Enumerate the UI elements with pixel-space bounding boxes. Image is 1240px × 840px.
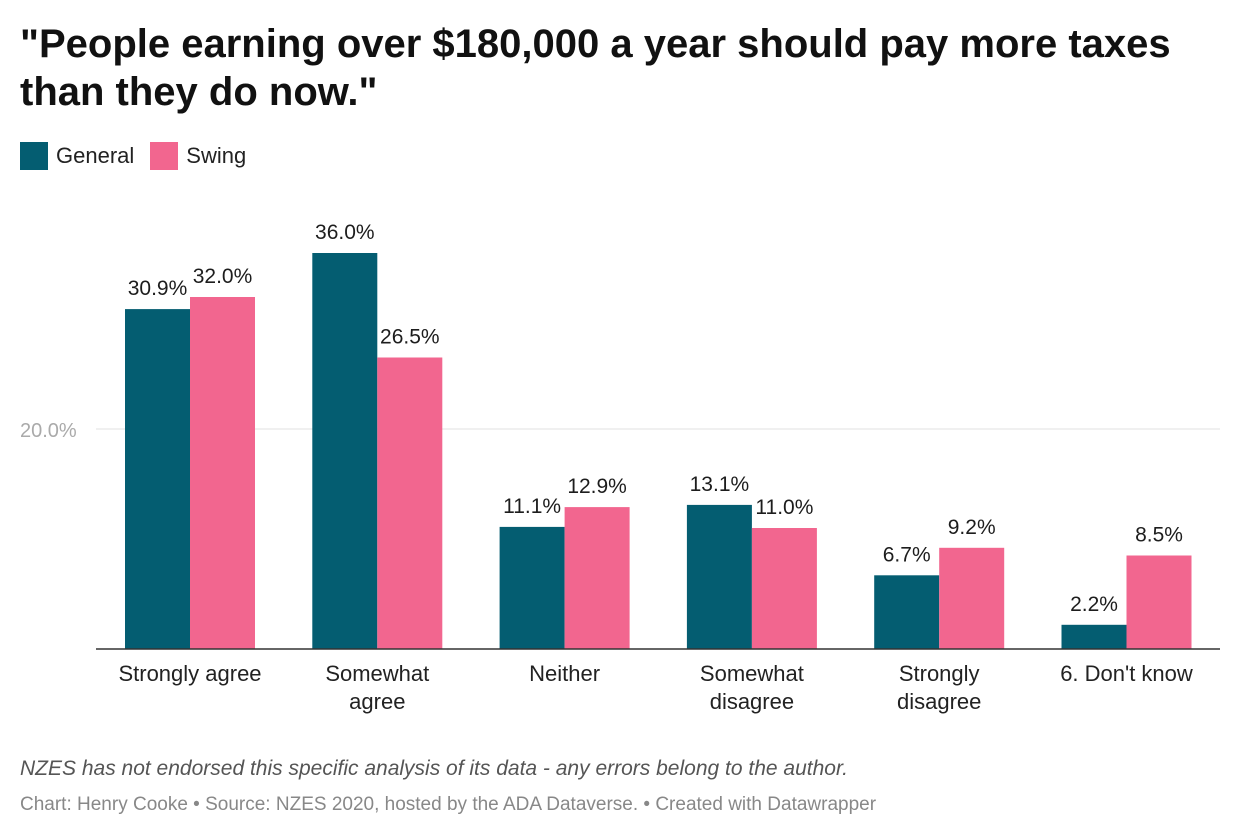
legend-label-general: General: [56, 143, 135, 168]
bar-general: [499, 526, 565, 649]
data-label: 11.1%: [503, 495, 561, 518]
legend-item-general: General: [20, 142, 134, 170]
x-tick-label: 6. Don't know: [1060, 661, 1193, 686]
data-label: 9.2%: [948, 516, 996, 539]
data-label: 11.0%: [755, 496, 813, 519]
x-tick-label: disagree: [897, 689, 981, 714]
legend: General Swing: [20, 142, 262, 170]
data-label: 8.5%: [1135, 524, 1183, 547]
data-label: 13.1%: [690, 473, 750, 496]
legend-swatch-swing: [150, 142, 179, 170]
bar-general: [1061, 624, 1127, 649]
x-tick-label: Somewhat: [325, 661, 429, 686]
data-label: 12.9%: [567, 475, 627, 498]
bar-swing: [1126, 555, 1192, 649]
x-tick-label: Strongly: [899, 661, 980, 686]
bar-swing: [751, 528, 817, 649]
chart-credits: Chart: Henry Cooke • Source: NZES 2020, …: [20, 794, 877, 815]
bar-general: [874, 575, 940, 649]
bar-swing: [564, 507, 630, 649]
chart-note: NZES has not endorsed this specific anal…: [20, 757, 848, 780]
x-tick-label: Strongly agree: [118, 661, 261, 686]
data-label: 36.0%: [315, 221, 375, 244]
legend-swatch-general: [20, 142, 48, 170]
bar-chart-plot: 20.0% 30.9%32.0% Strongly agree 36.0% 26.5% S…: [20, 221, 1220, 714]
bar-general: [125, 309, 190, 649]
x-tick-label: Somewhat: [700, 661, 804, 686]
bar-general: [686, 504, 752, 649]
bar-swing: [377, 357, 443, 649]
data-label: 6.7%: [883, 543, 931, 566]
data-label: 26.5%: [380, 326, 440, 349]
data-label: 32.0%: [193, 265, 253, 288]
bar-swing: [190, 297, 255, 649]
legend-label-swing: Swing: [186, 143, 247, 168]
data-label: 2.2%: [1070, 593, 1118, 616]
chart-title: "People earning over $180,000 a year sho…: [20, 22, 1171, 114]
bar-swing: [939, 547, 1005, 649]
x-tick-label: Neither: [529, 661, 600, 686]
bar-general: [312, 253, 378, 649]
data-label: 30.9%: [128, 277, 188, 300]
y-tick-label: 20.0%: [20, 420, 77, 442]
x-tick-label: agree: [349, 689, 405, 714]
x-tick-label: disagree: [710, 689, 794, 714]
legend-item-swing: Swing: [150, 142, 246, 170]
